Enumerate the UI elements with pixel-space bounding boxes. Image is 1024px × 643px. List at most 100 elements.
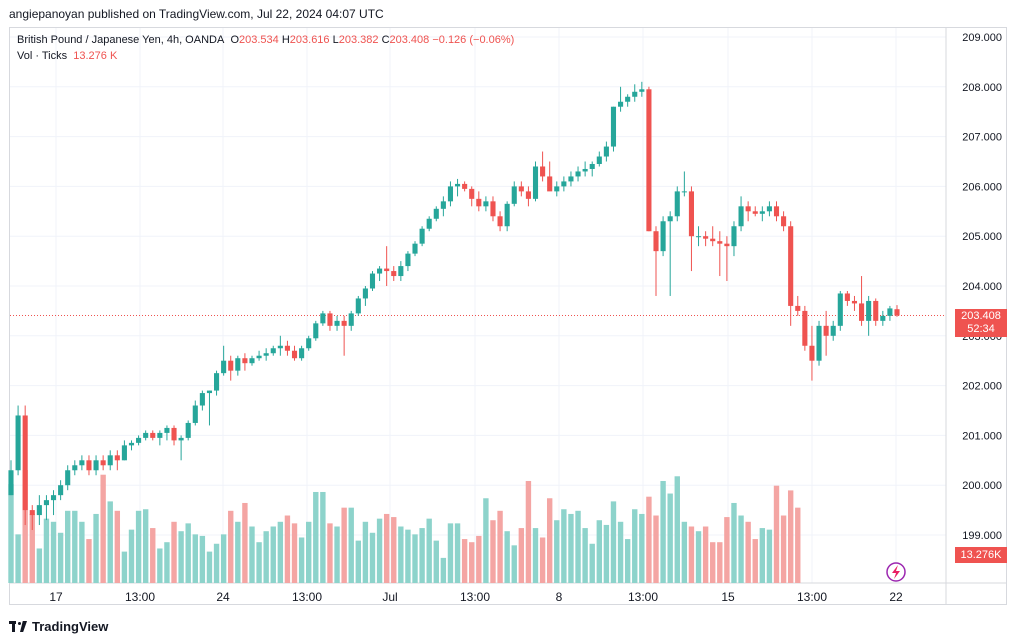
- candle-body: [15, 415, 21, 471]
- volume-bar: [490, 520, 496, 583]
- candle-body: [618, 101, 624, 107]
- volume-bar: [22, 470, 28, 583]
- candle-body: [511, 186, 517, 204]
- volume-bar: [759, 528, 766, 583]
- candle-body: [128, 442, 135, 446]
- candle-body: [674, 191, 680, 217]
- candle-body: [235, 358, 241, 371]
- volume-bar: [362, 521, 369, 583]
- volume-bar: [142, 509, 149, 583]
- time-tick-label: 13:00: [797, 590, 827, 604]
- volume-bar: [235, 521, 241, 583]
- volume-bar: [369, 532, 376, 583]
- symbol-legend: British Pound / Japanese Yen, 4h, OANDA …: [17, 34, 514, 46]
- candle-body: [100, 460, 106, 466]
- volume-bar: [263, 531, 269, 583]
- volume-bar: [469, 542, 475, 583]
- volume-bar: [277, 521, 284, 583]
- candle-body: [43, 500, 49, 506]
- volume-bar: [341, 507, 347, 583]
- last-price-value: 203.408: [961, 310, 1001, 322]
- candle-body: [532, 166, 539, 199]
- volume-bar: [710, 542, 716, 583]
- volume-bar: [121, 551, 128, 583]
- candle-body: [341, 320, 347, 326]
- candle-body: [476, 198, 482, 207]
- candle-body: [249, 358, 255, 364]
- candle-body: [795, 305, 801, 311]
- candle-body: [823, 325, 829, 336]
- volume-bar: [752, 539, 758, 583]
- tradingview-logo[interactable]: TradingView: [9, 619, 108, 634]
- candle-body: [504, 203, 510, 227]
- volume-bar: [157, 548, 163, 583]
- candle-body: [29, 510, 35, 516]
- volume-bar: [8, 484, 14, 583]
- volume-bar: [298, 537, 305, 583]
- volume-bar: [504, 531, 510, 583]
- candle-body: [398, 266, 404, 277]
- volume-bar: [575, 510, 581, 583]
- candle-body: [136, 437, 142, 443]
- candle-body: [299, 348, 305, 359]
- candle-body: [490, 201, 496, 217]
- candle-body: [660, 221, 666, 252]
- bar-countdown: 52:34: [967, 323, 995, 335]
- candle-body: [313, 323, 319, 339]
- volume-bar: [766, 529, 773, 583]
- time-tick-label: Jul: [382, 590, 397, 604]
- volume-bar: [50, 521, 57, 583]
- volume-bar: [518, 528, 525, 583]
- symbol-title: British Pound / Japanese Yen, 4h, OANDA: [17, 34, 225, 46]
- candle-body: [738, 206, 744, 227]
- candle-body: [540, 166, 546, 177]
- volume-bar: [780, 515, 787, 583]
- candle-body: [206, 390, 213, 394]
- volume-bar: [568, 513, 574, 583]
- high-value: 203.616: [289, 34, 330, 46]
- candle-body: [22, 415, 28, 511]
- volume-bar: [589, 543, 595, 583]
- candle-body: [866, 300, 872, 321]
- price-tick-label: 206.000: [962, 181, 1002, 193]
- volume-bar: [582, 528, 588, 583]
- volume-value: 13.276 K: [73, 50, 118, 62]
- candle-body: [646, 89, 652, 232]
- candle-body: [270, 348, 276, 354]
- time-tick-label: 15: [721, 590, 735, 604]
- candle-body: [851, 300, 858, 304]
- open-label: O: [230, 34, 239, 46]
- candle-body: [157, 432, 163, 438]
- volume-bar: [511, 545, 517, 583]
- volume-bar: [419, 528, 425, 583]
- volume-bar: [86, 539, 92, 583]
- volume-bar: [57, 532, 64, 583]
- candle-body: [809, 345, 815, 361]
- candle-body: [72, 465, 78, 471]
- volume-bar: [653, 515, 659, 583]
- volume-bar: [596, 520, 602, 583]
- volume-bar: [107, 501, 113, 583]
- volume-bar: [15, 534, 21, 583]
- candle-body: [724, 243, 730, 247]
- volume-bar: [773, 485, 780, 583]
- volume-bar: [426, 518, 432, 583]
- volume-bar: [674, 476, 680, 583]
- volume-bar: [228, 510, 234, 583]
- candle-body: [419, 228, 425, 244]
- candle-body: [625, 96, 631, 102]
- volume-bar: [135, 510, 142, 583]
- candle-body: [880, 315, 886, 321]
- candle-body: [405, 253, 411, 267]
- candle-body: [610, 106, 617, 147]
- candle-body: [632, 91, 638, 97]
- volume-bar: [717, 542, 723, 583]
- volume-bar: [554, 520, 560, 583]
- candle-body: [228, 360, 234, 371]
- volume-tag: 13.276K: [955, 547, 1007, 563]
- candle-body: [412, 243, 418, 254]
- last-price-tag: 203.408 52:34: [955, 309, 1007, 337]
- candle-body: [681, 191, 687, 193]
- candle-body: [703, 236, 709, 239]
